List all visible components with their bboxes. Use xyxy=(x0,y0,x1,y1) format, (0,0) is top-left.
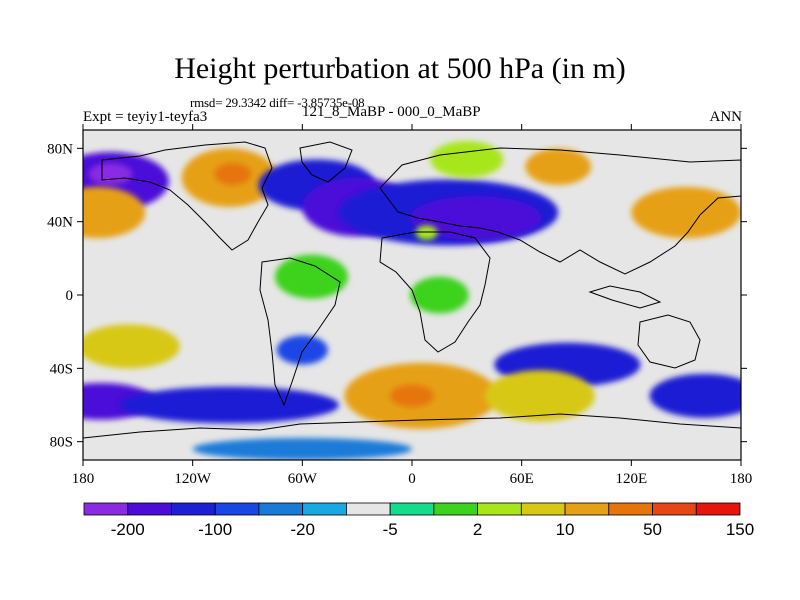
colorbar-swatch xyxy=(433,502,479,516)
southern-ocean-low-belt xyxy=(119,386,339,424)
north-america-outline xyxy=(101,141,273,251)
colorbar-swatch xyxy=(652,502,697,516)
eurasia-outline xyxy=(379,147,741,275)
antarctica-outline xyxy=(83,413,741,439)
colorbar-swatch xyxy=(214,502,260,516)
colorbar-swatch xyxy=(520,502,566,516)
continent-outlines xyxy=(83,141,741,439)
east-asia-high xyxy=(631,186,741,239)
contour-field xyxy=(83,130,741,460)
statistics-text: rmsd= 29.3342 diff= -3.85735e-08 xyxy=(190,95,365,110)
y-tick-label: 0 xyxy=(66,288,74,304)
mediterranean-high xyxy=(415,225,438,241)
season-label: ANN xyxy=(709,109,743,125)
y-tick-label: 80S xyxy=(50,435,73,451)
comparison-label: 121_8_MaBP - 000_0_MaBP xyxy=(302,104,481,120)
south-america-outline xyxy=(259,257,341,407)
central-asia-low-core xyxy=(410,196,542,240)
south-atlantic-high-core xyxy=(390,384,434,407)
colorbar-swatch xyxy=(345,502,391,516)
colorbar-swatch xyxy=(127,502,172,516)
colorbar-label: 10 xyxy=(556,520,575,539)
experiment-label: Expt = teyiy1-teyfa3 xyxy=(83,109,208,125)
colorbar-swatch xyxy=(389,502,435,516)
southwest-pacific-low xyxy=(649,373,741,418)
x-tick-label: 180 xyxy=(72,471,95,487)
colorbar-label: 150 xyxy=(726,520,754,539)
x-tick-label: 60E xyxy=(510,471,534,487)
west-pacific-high xyxy=(83,186,146,239)
south-america-low xyxy=(276,335,328,365)
colorbar-label: -200 xyxy=(111,520,145,539)
x-tick-label: 60W xyxy=(288,471,318,487)
colorbar-swatch xyxy=(695,502,741,516)
colorbar-label: -20 xyxy=(290,520,315,539)
australia-outline xyxy=(637,314,701,369)
africa-mid-high xyxy=(410,276,469,314)
siberia-high xyxy=(525,148,592,186)
colorbar-label: 2 xyxy=(473,520,482,539)
x-tick-label: 120E xyxy=(615,471,647,487)
colorbar-swatch xyxy=(477,502,522,516)
arctic-eurasia-high xyxy=(430,141,504,178)
colorbar-swatch xyxy=(171,502,216,516)
west-north-america-high-core xyxy=(214,163,252,185)
x-tick-label: 0 xyxy=(408,471,416,487)
antarctic-low xyxy=(192,438,412,460)
south-pacific-high xyxy=(83,324,180,369)
south-indian-high xyxy=(485,370,595,422)
north-pacific-low-core xyxy=(88,163,133,185)
y-tick-label: 80N xyxy=(47,141,73,157)
maritime-islands-outline xyxy=(588,285,662,309)
colorbar: -200 -100 -20 -5 2 10 50 150 xyxy=(83,502,754,539)
colorbar-swatch xyxy=(302,502,347,516)
x-tick-label: 120W xyxy=(174,471,212,487)
africa-outline xyxy=(379,231,491,353)
greenland-outline xyxy=(299,141,353,183)
y-tick-label: 40N xyxy=(47,215,73,231)
map-title: Height perturbation at 500 hPa (in m) xyxy=(174,52,626,85)
colorbar-swatch xyxy=(564,502,610,516)
colorbar-label: -5 xyxy=(383,520,398,539)
colorbar-swatch xyxy=(83,502,129,516)
colorbar-label: -100 xyxy=(198,520,232,539)
colorbar-swatch xyxy=(258,502,304,516)
south-america-mid-high xyxy=(274,254,349,299)
colorbar-label: 50 xyxy=(643,520,662,539)
y-tick-label: 40S xyxy=(50,361,73,377)
x-tick-label: 180 xyxy=(730,471,753,487)
map-axes: 180 120W 60W 0 60E 120E 180 80N 40N 0 40S 80S xyxy=(47,124,752,487)
colorbar-swatch xyxy=(608,502,653,516)
